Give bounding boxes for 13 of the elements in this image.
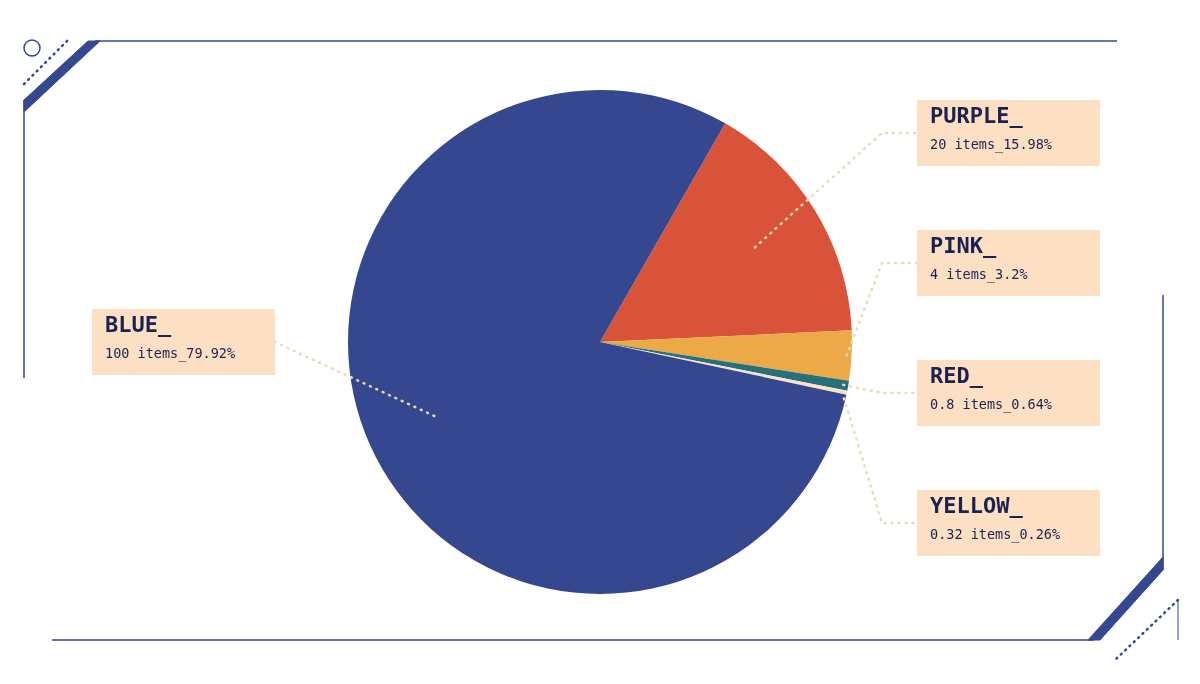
slice-label: PURPLE_ <box>930 103 1024 128</box>
slice-label: PINK_ <box>930 233 997 258</box>
pie-slice <box>600 123 852 342</box>
data-label: 0.32 items_0.26% <box>930 526 1061 543</box>
data-label: 20 items_15.98% <box>930 136 1052 153</box>
slice-label: RED_ <box>930 363 984 388</box>
pie-slice <box>348 90 847 594</box>
pie-slice <box>600 330 852 381</box>
slice-label: YELLOW_ <box>930 493 1024 518</box>
slice-label: BLUE_ <box>105 312 172 337</box>
data-label: 100 items_79.92% <box>105 345 236 362</box>
data-label: 0.8 items_0.64% <box>930 396 1052 413</box>
data-label: 4 items_3.2% <box>930 266 1028 283</box>
